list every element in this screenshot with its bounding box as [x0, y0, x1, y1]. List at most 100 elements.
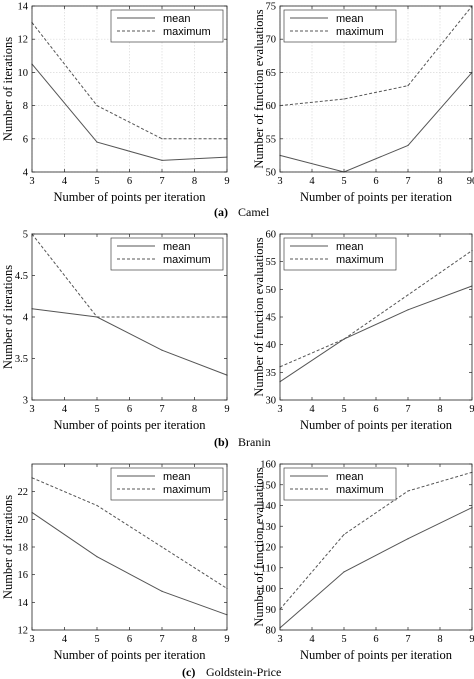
data-point-mean: [96, 141, 98, 143]
x-tick-label: 9: [469, 404, 474, 415]
caption-b-name: Branin: [238, 435, 271, 449]
y-tick-label: 16: [18, 570, 29, 581]
legend-box: [110, 237, 224, 271]
x-tick-label: 8: [437, 634, 442, 645]
legend-label-maximum: maximum: [163, 254, 211, 266]
caption-b-letter: (b): [214, 435, 229, 449]
data-point-mean: [161, 159, 163, 161]
y-tick-label: 55: [266, 257, 277, 268]
data-point-mean: [343, 571, 345, 573]
legend-label-mean: mean: [163, 13, 191, 25]
x-tick-label: 3: [29, 634, 34, 645]
y-tick-label: 150: [260, 480, 276, 491]
y-tick-label: 50: [266, 168, 277, 179]
x-tick-label: 5: [341, 404, 346, 415]
y-tick-label: 110: [261, 563, 276, 574]
x-tick-label: 4: [62, 634, 68, 645]
data-point-mean: [407, 144, 409, 147]
x-tick-label: 8: [192, 634, 197, 645]
data-point-maximum: [407, 294, 409, 296]
x-tick-label: 4: [309, 176, 315, 187]
data-point-maximum: [343, 533, 345, 536]
data-point-maximum: [407, 85, 409, 87]
x-tick-label: 6: [373, 634, 378, 645]
data-point-maximum: [161, 316, 163, 318]
x-axis-label: Number of points per iteration: [53, 418, 206, 432]
y-tick-label: 4: [23, 168, 29, 179]
y-tick-label: 20: [18, 515, 29, 526]
plot-frame: [279, 233, 473, 401]
data-point-mean: [161, 349, 163, 351]
legend-box: [110, 9, 224, 43]
y-tick-label: 3.5: [15, 354, 28, 365]
y-tick-label: 8: [23, 101, 28, 112]
x-tick-label: 3: [277, 176, 282, 187]
legend-label-mean: mean: [163, 241, 191, 253]
y-tick-label: 3: [23, 396, 28, 407]
data-point-maximum: [343, 98, 345, 100]
x-axis-label: Number of points per iteration: [53, 190, 206, 204]
legend-label-mean: mean: [336, 241, 364, 253]
plot-frame: [31, 5, 228, 173]
y-tick-label: 80: [266, 626, 277, 637]
x-tick-label: 8: [437, 176, 442, 187]
y-tick-label: 160: [260, 460, 276, 471]
x-tick-label: 6: [127, 176, 132, 187]
y-tick-label: 14: [18, 2, 29, 13]
plot-frame: [279, 5, 473, 173]
x-tick-label: 6: [127, 634, 132, 645]
y-tick-label: 22: [18, 487, 29, 498]
y-tick-label: 50: [266, 285, 277, 296]
series-line-maximum: [31, 233, 227, 318]
y-tick-label: 4.5: [15, 271, 28, 282]
series-line-maximum: [279, 5, 473, 107]
y-tick-label: 65: [266, 68, 277, 79]
x-tick-label: 6: [373, 404, 378, 415]
x-axis-label: Number of points per iteration: [300, 418, 453, 432]
y-tick-label: 30: [266, 396, 277, 407]
y-tick-label: 40: [266, 340, 277, 351]
chart-panel-a-right: 3 4 5 6 7 8 90 50 55 60 65 70 75 Number of points per…: [252, 2, 474, 205]
x-tick-label: 7: [159, 634, 164, 645]
y-tick-label: 12: [18, 35, 29, 46]
legend-label-mean: mean: [336, 471, 364, 483]
data-point-maximum: [161, 546, 163, 548]
x-tick-label: 5: [94, 634, 99, 645]
y-tick-label: 70: [266, 35, 277, 46]
y-tick-label: 60: [266, 230, 277, 241]
data-point-mean: [407, 309, 409, 311]
data-point-mean: [161, 590, 163, 592]
x-tick-label: 7: [405, 176, 410, 187]
x-tick-label: 5: [94, 176, 99, 187]
x-tick-label: 8: [192, 404, 197, 415]
series-line-maximum: [31, 477, 228, 589]
x-tick-label: 3: [29, 176, 34, 187]
x-axis-label: Number of points per iteration: [300, 190, 453, 204]
data-point-maximum: [407, 490, 409, 492]
x-tick-label: 3: [277, 634, 282, 645]
y-tick-label: 55: [266, 134, 277, 145]
y-axis-label: Number of iterations: [1, 265, 15, 369]
x-tick-label: 6: [373, 176, 378, 187]
y-tick-label: 10: [18, 68, 29, 79]
x-tick-label: 7: [405, 404, 410, 415]
y-tick-label: 35: [266, 368, 277, 379]
legend-label-mean: mean: [336, 13, 364, 25]
y-tick-label: 4: [23, 313, 29, 324]
x-tick-label: 7: [405, 634, 410, 645]
series-line-maximum: [279, 250, 473, 368]
chart-panel-b-left: 3 4 5 6 7 8 9 3 3.5 4 4.5 5 Number of points per ite…: [1, 230, 230, 433]
series-line-mean: [31, 308, 228, 376]
y-tick-label: 75: [266, 2, 277, 13]
legend-label-maximum: maximum: [336, 26, 384, 38]
series-line-mean: [279, 72, 473, 173]
x-axis-label: Number of points per iteration: [300, 648, 453, 662]
y-tick-label: 45: [266, 313, 277, 324]
y-tick-label: 12: [18, 626, 29, 637]
caption-a-letter: (a): [214, 205, 228, 219]
